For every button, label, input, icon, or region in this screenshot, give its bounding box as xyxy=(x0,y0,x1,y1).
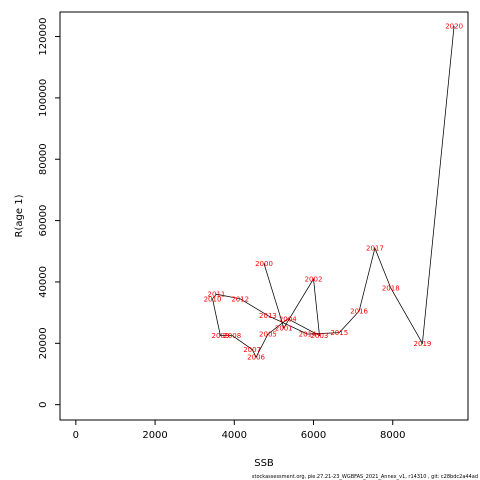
y-tick-label: 60000 xyxy=(38,205,49,237)
y-tick-label: 80000 xyxy=(38,143,49,175)
y-tick-label: 40000 xyxy=(38,266,49,298)
point-label-2018: 2018 xyxy=(382,285,400,293)
y-axis: 0 20000 40000 60000 80000 100000 120000 xyxy=(38,17,61,408)
point-label-2013: 2013 xyxy=(259,312,277,320)
x-tick-label: 2000 xyxy=(142,430,167,441)
point-label-2000: 2000 xyxy=(255,260,273,268)
point-label-2006: 2006 xyxy=(247,354,265,362)
x-axis: 0 2000 4000 6000 8000 xyxy=(73,419,405,441)
y-tick-label: 120000 xyxy=(38,17,49,55)
point-label-2001: 2001 xyxy=(275,324,293,332)
point-label-2009: 2009 xyxy=(212,332,230,340)
point-label-2020: 2020 xyxy=(445,22,463,30)
point-label-2019: 2019 xyxy=(414,340,432,348)
y-axis-title: R(age 1) xyxy=(14,194,25,237)
point-label-2016: 2016 xyxy=(350,308,368,316)
point-label-2012: 2012 xyxy=(231,295,249,303)
point-label-2007: 2007 xyxy=(243,346,261,354)
point-label-2015: 2015 xyxy=(330,329,348,337)
x-tick-label: 8000 xyxy=(380,430,405,441)
point-label-2002: 2002 xyxy=(305,275,323,283)
x-tick-label: 0 xyxy=(73,430,79,441)
point-label-2005: 2005 xyxy=(259,331,277,339)
x-axis-title: SSB xyxy=(254,458,274,469)
footer-note: stockassessment.org, pie.27.21-23_WGBFAS… xyxy=(252,474,478,480)
y-tick-label: 0 xyxy=(38,401,49,407)
x-tick-label: 4000 xyxy=(222,430,247,441)
series-line xyxy=(212,25,455,358)
y-tick-label: 20000 xyxy=(38,327,49,359)
y-tick-label: 100000 xyxy=(38,79,49,117)
point-label-2010: 2010 xyxy=(204,295,222,303)
x-tick-label: 6000 xyxy=(301,430,326,441)
point-label-2017: 2017 xyxy=(366,245,384,253)
point-label-2011: 2011 xyxy=(208,291,226,299)
point-label-2008: 2008 xyxy=(223,332,241,340)
point-label-2004: 2004 xyxy=(279,315,297,323)
point-label-2003: 2003 xyxy=(311,332,329,340)
point-label-2014: 2014 xyxy=(299,331,317,339)
